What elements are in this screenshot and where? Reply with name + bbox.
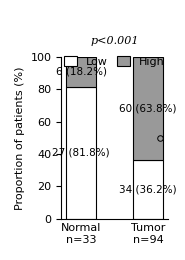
Text: 27 (81.8%): 27 (81.8%) bbox=[52, 148, 110, 158]
Text: 6 (18.2%): 6 (18.2%) bbox=[56, 67, 107, 77]
Bar bbox=[66, 57, 96, 87]
Text: p<0.001: p<0.001 bbox=[90, 36, 139, 46]
Text: 60 (63.8%): 60 (63.8%) bbox=[119, 104, 177, 114]
Bar bbox=[133, 57, 163, 160]
Y-axis label: Proportion of patients (%): Proportion of patients (%) bbox=[15, 66, 25, 210]
Text: 34 (36.2%): 34 (36.2%) bbox=[119, 184, 177, 194]
Legend: Low, High: Low, High bbox=[60, 51, 169, 71]
Bar bbox=[66, 87, 96, 219]
Bar bbox=[133, 160, 163, 219]
